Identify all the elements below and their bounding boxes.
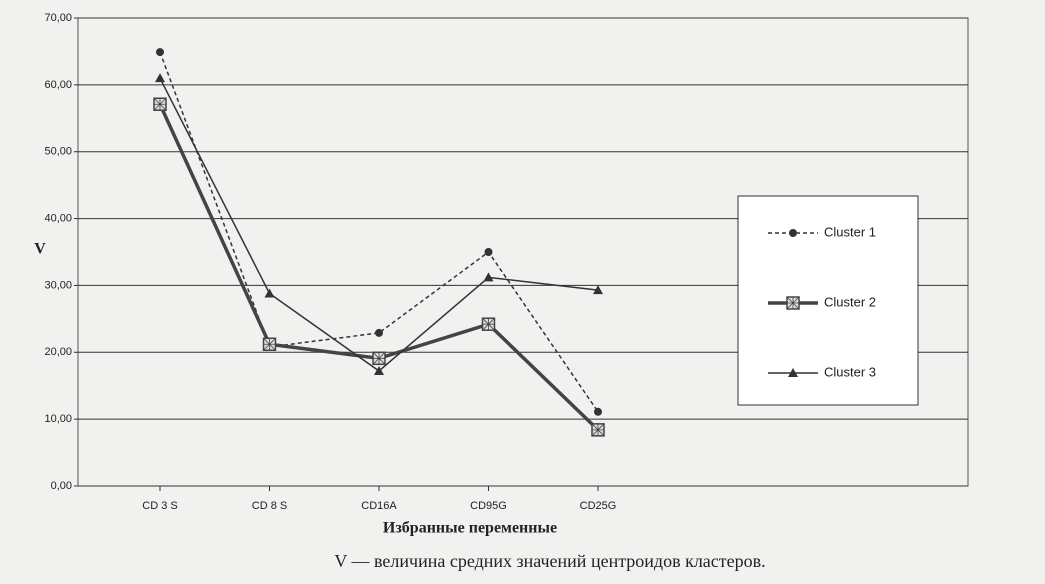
- legend-item: Cluster 1: [768, 224, 876, 239]
- point: [788, 368, 798, 377]
- point: [591, 423, 605, 437]
- series-line: [159, 51, 599, 413]
- y-tick-label: 10,00: [44, 413, 72, 425]
- point: [153, 97, 167, 111]
- series-line: [158, 103, 600, 432]
- y-tick-label: 50,00: [44, 146, 72, 158]
- legend-label: Cluster 2: [824, 294, 876, 309]
- y-axis-title: V: [34, 241, 46, 258]
- x-tick-label: CD25G: [580, 500, 617, 512]
- x-tick-label: CD 3 S: [142, 500, 177, 512]
- point: [156, 48, 164, 57]
- point-hatch: [372, 352, 386, 365]
- point: [789, 229, 797, 237]
- point: [593, 285, 603, 295]
- point-hatch: [786, 296, 800, 310]
- x-tick-label: CD16A: [361, 500, 397, 512]
- point-hatch: [591, 423, 605, 437]
- y-tick-label: 60,00: [44, 79, 72, 91]
- y-tick-label: 40,00: [44, 212, 72, 224]
- point: [264, 288, 275, 298]
- x-tick-label: CD 8 S: [252, 500, 287, 512]
- point: [155, 73, 165, 83]
- point: [594, 407, 602, 416]
- point: [374, 366, 384, 376]
- series-line: [159, 77, 599, 372]
- x-axis-title: Избранные переменные: [383, 520, 557, 537]
- point: [372, 351, 386, 366]
- point: [375, 328, 383, 337]
- caption: V — величина средних значений центроидов…: [334, 551, 765, 571]
- y-tick-label: 70,00: [44, 12, 72, 24]
- point: [484, 248, 493, 256]
- y-tick-label: 0,00: [51, 480, 72, 492]
- legend-label: Cluster 3: [824, 364, 876, 379]
- legend: [737, 195, 919, 406]
- y-tick-label: 30,00: [44, 279, 72, 291]
- point: [262, 337, 277, 352]
- point: [786, 296, 800, 310]
- point: [483, 272, 494, 282]
- legend-label: Cluster 1: [824, 224, 876, 239]
- point-hatch: [263, 337, 276, 351]
- point-hatch: [482, 317, 495, 331]
- point: [481, 317, 496, 331]
- y-tick-label: 20,00: [44, 346, 72, 358]
- legend-item: Cluster 2: [768, 294, 876, 310]
- x-tick-label: CD95G: [470, 500, 507, 512]
- legend-item: Cluster 3: [768, 364, 876, 379]
- point-hatch: [153, 97, 167, 111]
